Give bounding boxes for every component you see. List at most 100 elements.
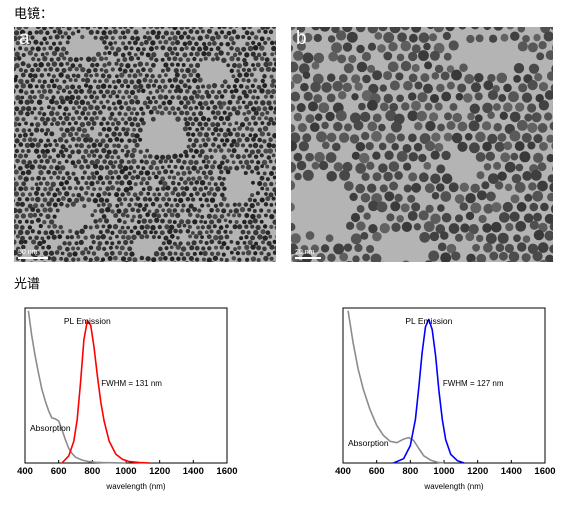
nanoparticle [154, 208, 160, 214]
nanoparticle [206, 224, 212, 230]
nanoparticle [70, 31, 76, 36]
nanoparticle [379, 102, 389, 112]
nanoparticle [223, 229, 228, 234]
nanoparticle [474, 114, 483, 123]
nanoparticle [250, 31, 255, 36]
nanoparticle [185, 261, 189, 262]
nanoparticle [73, 120, 78, 126]
nanoparticle [46, 138, 51, 143]
nanoparticle [221, 252, 226, 257]
nanoparticle [264, 192, 268, 196]
nanoparticle [113, 213, 119, 218]
nanoparticle [180, 186, 185, 191]
nanoparticle [371, 131, 382, 142]
nanoparticle [110, 175, 115, 180]
nanoparticle [105, 206, 111, 213]
nanoparticle [23, 153, 29, 159]
nanoparticle [498, 94, 507, 102]
nanoparticle [126, 159, 131, 165]
nanoparticle [126, 180, 133, 186]
nanoparticle [468, 223, 479, 235]
nanoparticle [133, 182, 138, 187]
nanoparticle [76, 149, 82, 155]
nanoparticle [82, 106, 88, 112]
nanoparticle [358, 152, 370, 164]
nanoparticle [29, 99, 35, 104]
nanoparticle [331, 27, 340, 34]
nanoparticle [389, 102, 399, 112]
nanoparticle [18, 67, 24, 73]
nanoparticle [219, 30, 225, 35]
nanoparticle [372, 172, 382, 182]
nanoparticle [127, 116, 133, 122]
nanoparticle [267, 148, 274, 154]
nanoparticle [34, 30, 39, 35]
nanoparticle [99, 100, 104, 105]
nanoparticle [142, 77, 148, 83]
nanoparticle [184, 45, 189, 51]
nanoparticle [207, 41, 212, 47]
nanoparticle [221, 208, 227, 214]
nanoparticle [21, 159, 27, 165]
nanoparticle [209, 27, 214, 29]
nanoparticle [97, 131, 103, 137]
nanoparticle [218, 202, 224, 207]
nanoparticle [49, 131, 55, 137]
nanoparticle [61, 68, 67, 73]
nanoparticle [244, 159, 250, 165]
nanoparticle [235, 240, 240, 246]
nanoparticle [465, 232, 475, 242]
nanoparticle [255, 62, 261, 68]
x-tick-label: 800 [84, 466, 100, 477]
nanoparticle [209, 239, 215, 245]
nanoparticle [259, 111, 265, 117]
nanoparticle [212, 214, 218, 220]
nanoparticle [154, 27, 160, 30]
nanoparticle [148, 46, 154, 52]
nanoparticle [56, 175, 61, 180]
nanoparticle [65, 61, 70, 66]
nanoparticle [58, 41, 63, 46]
nanoparticle [89, 73, 93, 78]
nanoparticle [37, 79, 42, 84]
nanoparticle [92, 111, 97, 116]
nanoparticle [229, 240, 234, 244]
nanoparticle [173, 68, 179, 74]
nanoparticle [58, 62, 64, 68]
nanoparticle [201, 41, 207, 47]
nanoparticle [142, 196, 148, 202]
nanoparticle [302, 169, 314, 181]
nanoparticle [139, 159, 144, 164]
nanoparticle [483, 203, 494, 214]
nanoparticle [274, 147, 276, 153]
nanoparticle [370, 253, 382, 262]
nanoparticle [30, 176, 35, 181]
nanoparticle [40, 192, 45, 197]
nanoparticle [325, 152, 337, 163]
nanoparticle [100, 257, 106, 262]
nanoparticle [172, 27, 178, 31]
nanoparticle [486, 191, 496, 202]
nanoparticle [153, 78, 159, 84]
nanoparticle [93, 79, 97, 84]
nanoparticle [536, 52, 545, 61]
nanoparticle [424, 61, 433, 70]
nanoparticle [203, 121, 209, 127]
nanoparticle [198, 143, 203, 149]
nanoparticle [416, 110, 428, 122]
nanoparticle [184, 186, 190, 192]
nanoparticle [496, 72, 508, 84]
nanoparticle [203, 56, 208, 61]
nanoparticle [478, 214, 487, 224]
nanoparticle [48, 142, 53, 148]
nanoparticle [260, 100, 266, 106]
nanoparticle [528, 182, 537, 191]
nanoparticle [64, 84, 70, 90]
nanoparticle [129, 27, 134, 29]
nanoparticle [173, 88, 179, 94]
nanoparticle [233, 208, 240, 214]
nanoparticle [148, 78, 153, 84]
nanoparticle [104, 27, 109, 30]
nanoparticle [225, 169, 231, 175]
nanoparticle [241, 27, 247, 31]
